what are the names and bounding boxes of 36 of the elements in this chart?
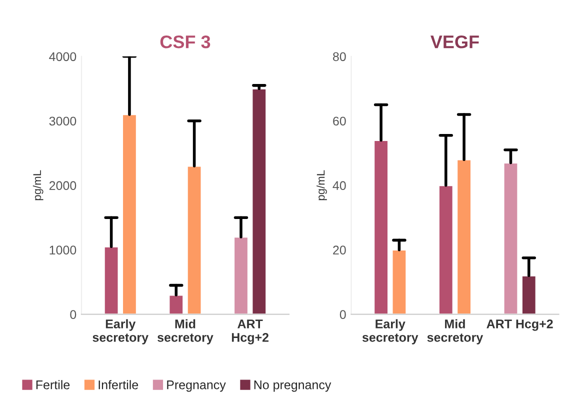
bar (233, 236, 249, 314)
y-tick-label: 2000 (49, 181, 76, 190)
x-tick-label: Mid secretory (158, 319, 214, 344)
y-tick-label: 80 (333, 52, 346, 62)
bar (438, 184, 454, 314)
bar (103, 246, 120, 314)
x-tick-label: ART Hcg+2 (232, 320, 269, 344)
y-tick-label: 60 (333, 116, 346, 126)
legend-label: Fertile (36, 380, 70, 390)
chart-title: VEGF (430, 35, 479, 48)
x-tick-label: ART Hcg+2 (486, 319, 553, 331)
bar (251, 88, 267, 314)
bar (456, 158, 472, 314)
y-tick-label: 20 (333, 246, 346, 255)
y-tick-label: 3000 (49, 116, 76, 126)
y-tick-label: 1000 (50, 246, 76, 255)
y-tick-label: 4000 (49, 52, 76, 62)
legend-label: Infertile (98, 380, 138, 390)
bar (122, 114, 138, 314)
x-tick-label: Early secretory (362, 319, 418, 344)
y-tick-label: 0 (70, 310, 76, 319)
legend-label: No pregnancy (254, 380, 332, 392)
y-tick-label: 40 (332, 181, 346, 190)
chart-title: CSF 3 (160, 35, 210, 48)
bar (391, 249, 408, 314)
y-axis-title: pg/mL (32, 170, 44, 200)
bar (186, 165, 202, 314)
bar (168, 294, 184, 314)
bar (373, 140, 389, 314)
bar (521, 274, 537, 314)
x-tick-label: Mid secretory (427, 319, 484, 344)
y-tick-label: 0 (340, 310, 346, 319)
legend-label: Pregnancy (167, 380, 226, 392)
bar (502, 162, 519, 314)
x-tick-label: Early secretory (92, 319, 148, 344)
y-axis-title: pg/mL (316, 170, 327, 200)
